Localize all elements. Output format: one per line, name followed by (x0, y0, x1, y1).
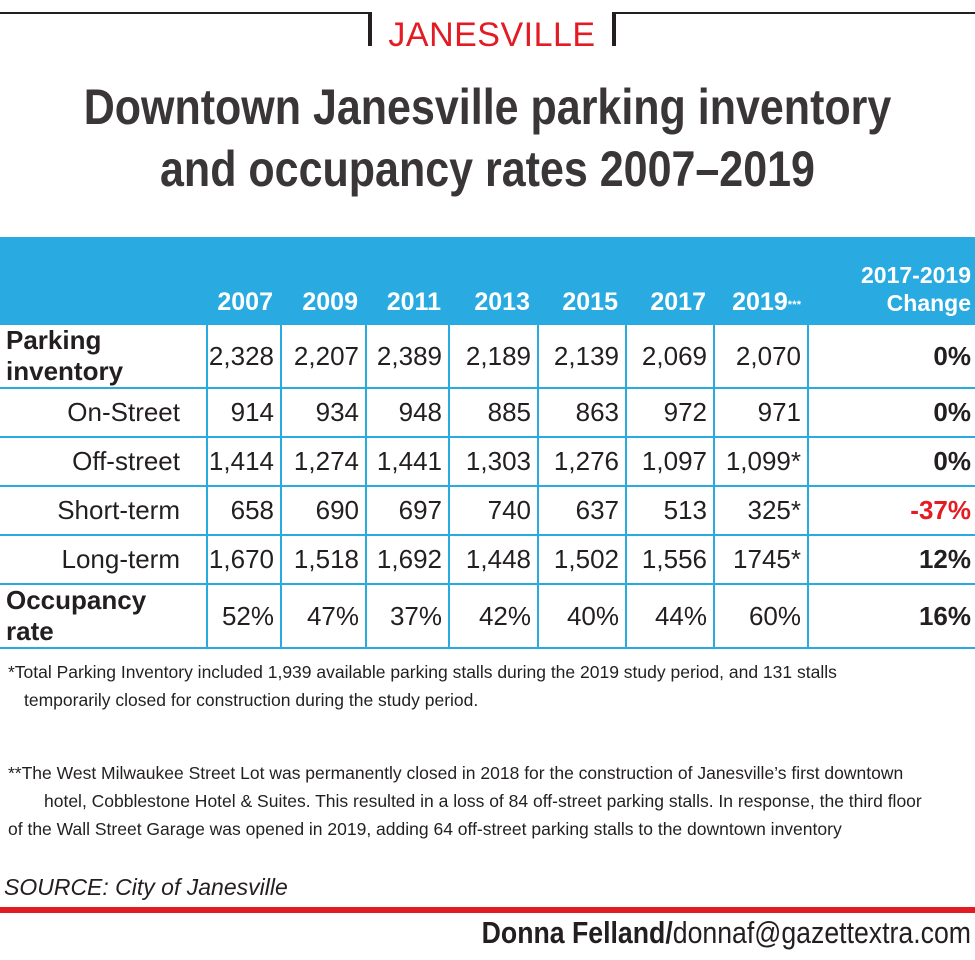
header-year-2013: 2013 (474, 288, 530, 316)
cell-value: 1,556 (626, 535, 715, 585)
footnote-2-line-3: of the Wall Street Garage was opened in … (8, 819, 842, 839)
footer-rule (0, 907, 975, 913)
cell-value: 2,328 (207, 325, 282, 389)
cell-value: 690 (281, 486, 367, 536)
cell-value: 1,276 (538, 437, 627, 487)
cell-value: 948 (366, 388, 450, 438)
header-year-2017: 2017 (650, 288, 706, 316)
header-change-line-1: 2017-2019 (861, 262, 971, 288)
cell-value: 658 (207, 486, 282, 536)
cell-value: 1,097 (626, 437, 715, 487)
cell-value: 60% (714, 584, 809, 649)
byline: Donna Felland/donnaf@gazettextra.com (482, 915, 971, 951)
cell-value: 1745* (714, 535, 809, 585)
title-line-2: and occupancy rates 2007–2019 (160, 141, 815, 197)
cell-value: 1,441 (366, 437, 450, 487)
header-year-2015: 2015 (562, 288, 618, 316)
cell-value: 42% (449, 584, 539, 649)
cell-value: 2,207 (281, 325, 367, 389)
cell-change: -37% (808, 486, 975, 536)
cell-value: 1,692 (366, 535, 450, 585)
kicker-rule-left (0, 12, 372, 14)
header-change-line-2: Change (886, 290, 971, 316)
cell-value: 1,670 (207, 535, 282, 585)
table-row: Off-street 1,414 1,274 1,441 1,303 1,276 1,097… (0, 437, 975, 487)
footnote-1-line-2: temporarily closed for construction duri… (24, 690, 479, 710)
cell-value: 1,303 (449, 437, 539, 487)
table-header-row: 2007 2009 2011 2013 2015 2017 2019* * * … (0, 237, 975, 325)
source-line: SOURCE: City of Janesville (4, 874, 288, 900)
kicker-bar-right (612, 12, 616, 46)
byline-name: Donna Felland/ (481, 915, 673, 950)
table-row: Long-term 1,670 1,518 1,692 1,448 1,502 1,556 1… (0, 535, 975, 585)
row-label: Occupancy rate (0, 584, 208, 649)
cell-value: 863 (538, 388, 627, 438)
cell-change: 0% (808, 388, 975, 438)
footnote-1: *Total Parking Inventory included 1,939 … (0, 658, 975, 714)
row-label: Short-term (0, 486, 208, 536)
cell-change: 12% (808, 535, 975, 585)
table-row: Parking inventory 2,328 2,207 2,389 2,189 2,1… (0, 325, 975, 389)
cell-value: 2,389 (366, 325, 450, 389)
cell-change: 16% (808, 584, 975, 649)
table-body: Parking inventory 2,328 2,207 2,389 2,189 2,1… (0, 325, 975, 649)
cell-change: 0% (808, 437, 975, 487)
cell-value: 1,448 (449, 535, 539, 585)
cell-value: 2,070 (714, 325, 809, 389)
cell-value: 740 (449, 486, 539, 536)
cell-value: 972 (626, 388, 715, 438)
cell-value: 1,502 (538, 535, 627, 585)
cell-value: 47% (281, 584, 367, 649)
cell-value: 914 (207, 388, 282, 438)
row-label: On-Street (0, 388, 208, 438)
table-row: Occupancy rate 52% 47% 37% 42% 40% 44% 60% 16% (0, 584, 975, 649)
cell-value: 513 (626, 486, 715, 536)
cell-value: 697 (366, 486, 450, 536)
header-year-2019: 2019* * * (714, 237, 808, 325)
cell-value: 40% (538, 584, 627, 649)
cell-value: 2,189 (449, 325, 539, 389)
cell-value: 1,099* (714, 437, 809, 487)
cell-value: 2,069 (626, 325, 715, 389)
kicker-rule-right (612, 12, 975, 14)
cell-value: 637 (538, 486, 627, 536)
footnote-1-line-1: *Total Parking Inventory included 1,939 … (8, 662, 837, 682)
cell-value: 1,414 (207, 437, 282, 487)
kicker-frame: JANESVILLE (0, 8, 975, 58)
byline-email: donnaf@gazettextra.com (672, 915, 971, 950)
row-label: Off-street (0, 437, 208, 487)
row-label: Parking inventory (0, 325, 208, 389)
cell-value: 44% (626, 584, 715, 649)
cell-value: 37% (366, 584, 450, 649)
header-year-2011: 2011 (386, 288, 441, 316)
cell-value: 971 (714, 388, 809, 438)
cell-value: 1,518 (281, 535, 367, 585)
header-change: 2017-2019 Change (808, 237, 975, 325)
footnote-2-line-2: hotel, Cobblestone Hotel & Suites. This … (44, 791, 922, 811)
footnote-2: **The West Milwaukee Street Lot was perm… (0, 759, 975, 843)
header-year-2019-label: 2019 (732, 288, 788, 316)
cell-change: 0% (808, 325, 975, 389)
cell-value: 325* (714, 486, 809, 536)
kicker-bar-left (368, 12, 372, 46)
row-label: Long-term (0, 535, 208, 585)
header-year-2007: 2007 (217, 288, 273, 316)
page-title: Downtown Janesville parking inventory an… (68, 76, 907, 200)
kicker-label: JANESVILLE (388, 16, 596, 54)
header-2019-footnote-mark: * * * (787, 299, 801, 311)
table-row: Short-term 658 690 697 740 637 513 325* -37% (0, 486, 975, 536)
title-line-1: Downtown Janesville parking inventory (83, 79, 892, 135)
parking-table: 2007 2009 2011 2013 2015 2017 2019* * * … (0, 237, 975, 649)
cell-value: 2,139 (538, 325, 627, 389)
cell-value: 1,274 (281, 437, 367, 487)
header-label-cell (0, 237, 207, 325)
cell-value: 52% (207, 584, 282, 649)
table-row: On-Street 914 934 948 885 863 972 971 0% (0, 388, 975, 438)
header-year-2009: 2009 (302, 288, 358, 316)
footnote-2-line-1: **The West Milwaukee Street Lot was perm… (8, 763, 904, 783)
cell-value: 934 (281, 388, 367, 438)
cell-value: 885 (449, 388, 539, 438)
